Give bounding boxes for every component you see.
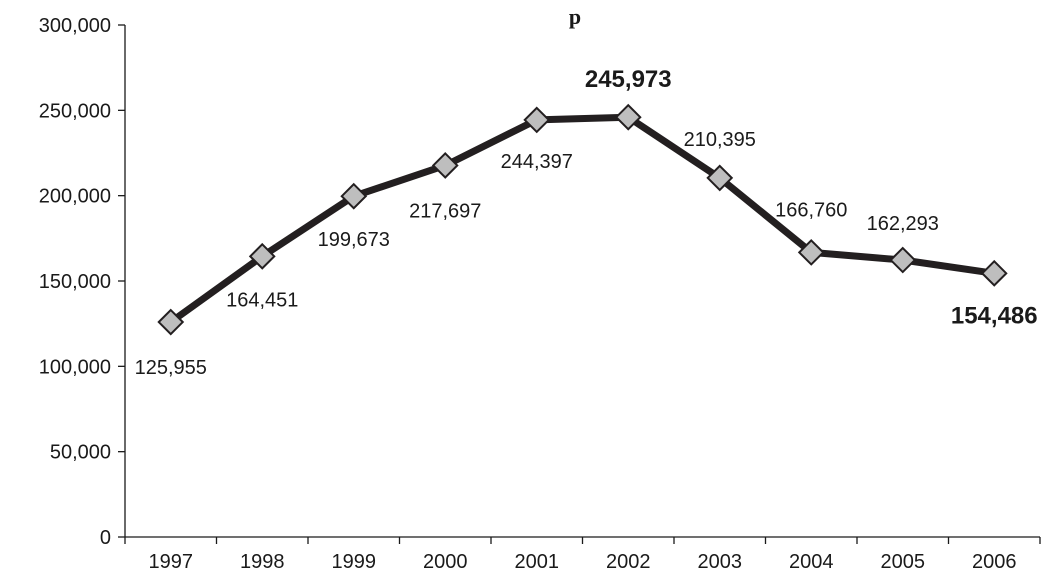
y-tick-label: 0 bbox=[100, 527, 111, 549]
y-tick-label: 100,000 bbox=[39, 356, 111, 378]
x-tick-label: 2006 bbox=[972, 551, 1017, 573]
series-line-group bbox=[168, 113, 995, 325]
x-tick-label: 2005 bbox=[881, 551, 926, 573]
y-tick-label: 300,000 bbox=[39, 15, 111, 37]
series-line bbox=[168, 113, 995, 325]
data-point-marker bbox=[523, 106, 551, 134]
x-tick-label: 2000 bbox=[423, 551, 468, 573]
x-tick-label: 2003 bbox=[698, 551, 743, 573]
chart-axes bbox=[124, 25, 1040, 538]
chart-title: p bbox=[569, 4, 581, 29]
x-tick-label: 1997 bbox=[149, 551, 194, 573]
data-point-marker bbox=[431, 152, 459, 179]
data-label: 154,486 bbox=[951, 302, 1038, 329]
data-point-marker bbox=[157, 308, 185, 336]
data-point-marker bbox=[797, 238, 825, 266]
data-point-marker bbox=[614, 103, 642, 131]
data-point-marker bbox=[980, 259, 1008, 287]
data-label: 164,451 bbox=[226, 289, 298, 311]
data-label: 217,697 bbox=[409, 200, 481, 222]
data-point-marker bbox=[340, 182, 368, 210]
data-label: 162,293 bbox=[867, 213, 939, 235]
x-tick-label: 2001 bbox=[515, 551, 560, 573]
data-label: 245,973 bbox=[585, 66, 672, 93]
y-axis-ticks: 0 50,000 100,000 150,000 200,000 250,000 300,0… bbox=[39, 15, 125, 549]
x-tick-label: 2002 bbox=[606, 551, 651, 573]
data-labels-group: 125,955 164,451 199,673 217,697 244,397 245,9… bbox=[135, 66, 1038, 379]
x-tick-label: 1998 bbox=[240, 551, 285, 573]
x-tick-label: 2004 bbox=[789, 551, 834, 573]
data-label: 244,397 bbox=[501, 151, 573, 173]
data-label: 125,955 bbox=[135, 357, 207, 379]
y-tick-label: 150,000 bbox=[39, 271, 111, 293]
x-tick-label: 1999 bbox=[332, 551, 377, 573]
data-label: 166,760 bbox=[775, 199, 847, 221]
y-tick-label: 250,000 bbox=[39, 100, 111, 122]
data-label: 210,395 bbox=[684, 129, 756, 151]
data-point-marker bbox=[889, 246, 917, 274]
data-point-marker bbox=[248, 242, 276, 270]
data-point-marker bbox=[706, 164, 734, 192]
markers-group bbox=[157, 103, 1008, 336]
y-tick-label: 200,000 bbox=[39, 186, 111, 208]
y-tick-label: 50,000 bbox=[50, 442, 111, 464]
data-label: 199,673 bbox=[318, 229, 390, 251]
x-axis-ticks: 1997 1998 1999 2000 2001 2002 2003 2004 2005 2006 bbox=[124, 537, 1041, 573]
